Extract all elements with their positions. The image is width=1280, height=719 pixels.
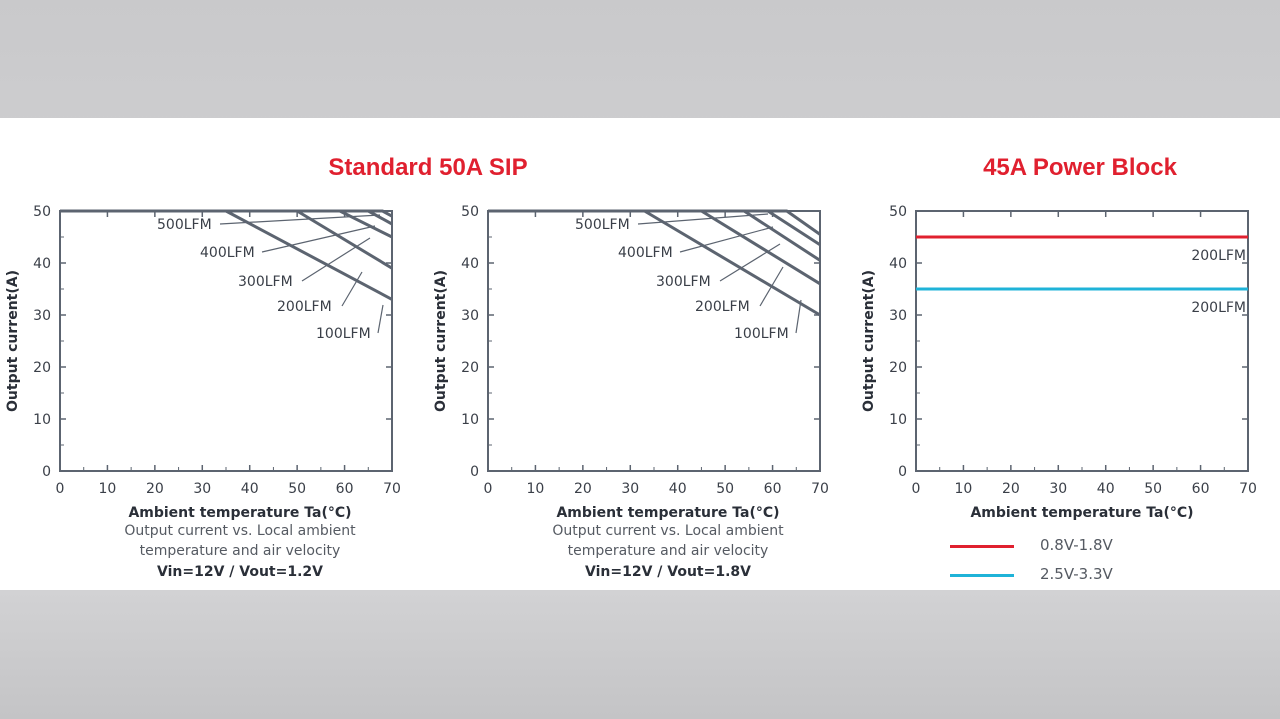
x-tick-label: 0 (912, 481, 921, 497)
y-tick-label: 20 (889, 360, 907, 376)
y-tick-label: 50 (33, 204, 51, 220)
caption-line-2: temperature and air velocity (139, 543, 341, 559)
background-band-bottom (0, 590, 1280, 719)
y-tick-label: 30 (461, 308, 479, 324)
legend-label: 0.8V-1.8V (1040, 536, 1113, 554)
x-tick-label: 50 (1144, 481, 1162, 497)
x-tick-label: 60 (764, 481, 782, 497)
leader-line (637, 213, 769, 225)
x-tick-label: 0 (484, 481, 493, 497)
y-tick-label: 50 (889, 204, 907, 220)
series-label: 500LFM (157, 217, 212, 233)
chart-sip-1v8: 0 10 20 30 40 50 0 10 20 30 40 50 60 70 Output current… (433, 204, 829, 497)
leader-line (719, 243, 781, 282)
series-line-500lfm (60, 209, 393, 218)
chart-power-block: 0 10 20 30 40 50 0 10 20 30 40 50 60 70 Output current… (861, 204, 1257, 497)
y-tick-label: 50 (461, 204, 479, 220)
title-power-block: 45A Power Block (983, 154, 1177, 181)
x-tick-label: 0 (56, 481, 65, 497)
series-label: 200LFM (277, 299, 332, 315)
caption-line-1: Output current vs. Local ambient (124, 523, 356, 539)
leader-line (795, 299, 802, 334)
x-tick-label: 10 (99, 481, 117, 497)
series-label: 500LFM (575, 217, 630, 233)
leader-line (219, 214, 381, 225)
y-tick-label: 30 (889, 308, 907, 324)
x-tick-label: 50 (716, 481, 734, 497)
leader-line (301, 237, 371, 282)
y-axis-label: Output current(A) (433, 270, 449, 412)
series-label: 100LFM (734, 326, 789, 342)
y-tick-label: 30 (33, 308, 51, 324)
caption-condition: Vin=12V / Vout=1.8V (585, 564, 751, 580)
caption-chart-1: Ambient temperature Ta(°C) Output curren… (40, 505, 440, 583)
x-tick-label: 70 (811, 481, 829, 497)
caption-line-2: temperature and air velocity (567, 543, 769, 559)
x-tick-label: 20 (574, 481, 592, 497)
x-tick-label: 60 (1192, 481, 1210, 497)
caption-condition: Vin=12V / Vout=1.2V (157, 564, 323, 580)
series-label: 300LFM (656, 274, 711, 290)
y-tick-label: 40 (889, 256, 907, 272)
x-tick-label: 40 (241, 481, 259, 497)
x-tick-label: 40 (669, 481, 687, 497)
content-panel (0, 118, 1280, 590)
series-inline-label: 200LFM (1191, 300, 1246, 316)
x-tick-label: 50 (288, 481, 306, 497)
y-tick-label: 0 (898, 464, 907, 480)
y-tick-label: 40 (461, 256, 479, 272)
y-axis-label: Output current(A) (5, 270, 21, 412)
series-label: 100LFM (316, 326, 371, 342)
chart-sip-1v2: 0 10 20 30 40 50 0 10 20 30 40 50 60 70 Output current… (5, 204, 401, 497)
title-standard-sip: Standard 50A SIP (328, 154, 528, 181)
y-tick-label: 20 (33, 360, 51, 376)
leader-line (759, 266, 784, 307)
series-label: 300LFM (238, 274, 293, 290)
x-tick-label: 20 (1002, 481, 1020, 497)
x-tick-label: 30 (621, 481, 639, 497)
x-tick-label: 40 (1097, 481, 1115, 497)
y-tick-label: 10 (33, 412, 51, 428)
legend-item-2v5-3v3: 2.5V-3.3V (950, 565, 1150, 585)
x-tick-label: 30 (193, 481, 211, 497)
x-axis-label: Ambient temperature Ta(°C) (556, 505, 780, 521)
caption-chart-3: Ambient temperature Ta(°C) (895, 505, 1269, 521)
caption-line-1: Output current vs. Local ambient (552, 523, 784, 539)
leader-line (341, 271, 363, 307)
series-label: 200LFM (695, 299, 750, 315)
y-axis-label: Output current(A) (861, 270, 877, 412)
x-tick-label: 60 (336, 481, 354, 497)
legend-item-0v8-1v8: 0.8V-1.8V (950, 536, 1150, 556)
x-axis-label: Ambient temperature Ta(°C) (128, 505, 352, 521)
series-label: 400LFM (200, 245, 255, 261)
x-tick-label: 20 (146, 481, 164, 497)
y-tick-label: 20 (461, 360, 479, 376)
x-tick-label: 70 (1239, 481, 1257, 497)
y-tick-label: 10 (889, 412, 907, 428)
x-tick-label: 10 (527, 481, 545, 497)
legend-swatch-red (950, 545, 1014, 548)
x-tick-label: 30 (1049, 481, 1067, 497)
legend-swatch-blue (950, 574, 1014, 577)
caption-chart-2: Ambient temperature Ta(°C) Output curren… (468, 505, 868, 583)
series-line-500lfm (488, 209, 821, 236)
y-tick-label: 10 (461, 412, 479, 428)
leader-line (377, 304, 384, 334)
series-label: 400LFM (618, 245, 673, 261)
y-tick-label: 0 (470, 464, 479, 480)
legend-label: 2.5V-3.3V (1040, 565, 1113, 583)
leader-line (679, 226, 774, 253)
x-tick-label: 70 (383, 481, 401, 497)
series-inline-label: 200LFM (1191, 248, 1246, 264)
x-axis-label: Ambient temperature Ta(°C) (970, 505, 1194, 521)
leader-line (261, 225, 376, 253)
x-tick-label: 10 (955, 481, 973, 497)
y-tick-label: 40 (33, 256, 51, 272)
y-tick-label: 0 (42, 464, 51, 480)
